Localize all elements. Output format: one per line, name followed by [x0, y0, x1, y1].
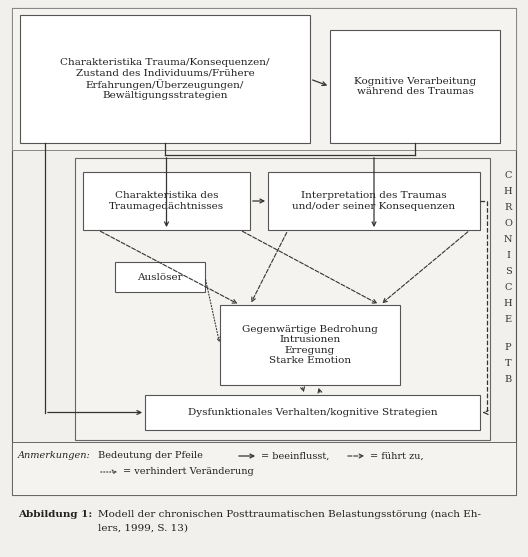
Text: lers, 1999, S. 13): lers, 1999, S. 13) — [98, 524, 188, 533]
Text: S: S — [505, 266, 512, 276]
Text: Charakteristika Trauma/Konsequenzen/
Zustand des Individuums/Frühere
Erfahrungen: Charakteristika Trauma/Konsequenzen/ Zus… — [60, 58, 270, 100]
Bar — [12, 8, 516, 495]
Text: = beeinflusst,: = beeinflusst, — [261, 452, 329, 461]
Text: Bedeutung der Pfeile: Bedeutung der Pfeile — [98, 452, 203, 461]
Bar — [75, 158, 490, 440]
Text: E: E — [504, 315, 512, 324]
Text: Modell der chronischen Posttraumatischen Belastungsstörung (nach Eh-: Modell der chronischen Posttraumatischen… — [98, 510, 481, 519]
Text: Gegenwärtige Bedrohung
Intrusionen
Erregung
Starke Emotion: Gegenwärtige Bedrohung Intrusionen Erreg… — [242, 325, 378, 365]
Text: Dysfunktionales Verhalten/kognitive Strategien: Dysfunktionales Verhalten/kognitive Stra… — [187, 408, 437, 417]
Bar — [268, 172, 480, 230]
Text: Anmerkungen:: Anmerkungen: — [18, 452, 91, 461]
Text: T: T — [505, 359, 511, 368]
Text: C: C — [504, 170, 512, 179]
Text: I: I — [506, 251, 510, 260]
Text: P: P — [505, 343, 511, 351]
Text: B: B — [504, 374, 512, 384]
Text: R: R — [504, 203, 512, 212]
Text: Abbildung 1:: Abbildung 1: — [18, 510, 92, 519]
Bar — [12, 442, 516, 495]
Bar — [83, 172, 250, 230]
Text: N: N — [504, 234, 512, 243]
Bar — [220, 305, 400, 385]
Bar — [20, 15, 310, 143]
Text: = verhindert Veränderung: = verhindert Veränderung — [123, 467, 254, 476]
Text: H: H — [504, 187, 512, 196]
Text: O: O — [504, 218, 512, 227]
Text: Kognitive Verarbeitung
während des Traumas: Kognitive Verarbeitung während des Traum… — [354, 77, 476, 96]
Text: C: C — [504, 282, 512, 291]
Bar — [330, 30, 500, 143]
Text: Interpretation des Traumas
und/oder seiner Konsequenzen: Interpretation des Traumas und/oder sein… — [293, 191, 456, 211]
Text: = führt zu,: = führt zu, — [370, 452, 423, 461]
Text: Auslöser: Auslöser — [137, 272, 183, 281]
Bar — [12, 8, 516, 150]
Text: H: H — [504, 299, 512, 307]
Text: Charakteristika des
Traumagedächtnisses: Charakteristika des Traumagedächtnisses — [109, 191, 224, 211]
Bar — [115, 262, 205, 292]
Bar — [145, 395, 480, 430]
